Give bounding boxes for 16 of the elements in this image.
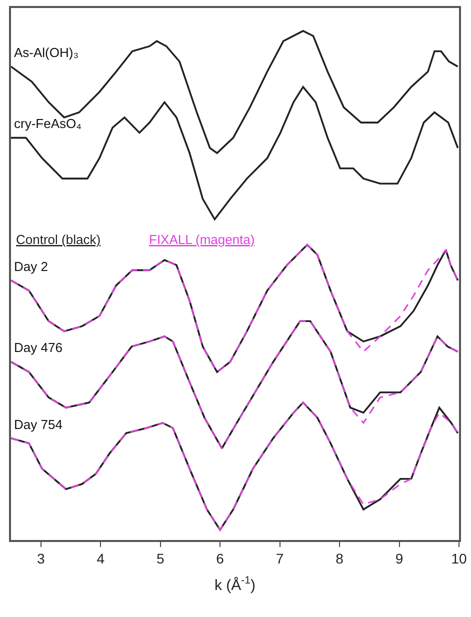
x-tick-label: 5 [156, 550, 164, 567]
series-label: Day 476 [14, 340, 62, 355]
series-label: cry-FeAsO₄ [14, 116, 82, 131]
x-tick-label: 3 [36, 550, 45, 567]
x-tick-label: 4 [96, 550, 105, 567]
x-axis-title: k (Å$^{-1}$) [214, 574, 256, 594]
x-tick-label: 7 [276, 550, 284, 567]
x-tick-label: 6 [216, 550, 224, 567]
annotation: Control (black) [16, 232, 101, 247]
series-label: Day 754 [14, 417, 62, 432]
annotation: FIXALL (magenta) [149, 232, 255, 247]
x-tick-label: 9 [395, 550, 404, 567]
series-label: Day 2 [14, 259, 48, 274]
x-tick-label: 10 [451, 550, 467, 567]
x-tick-label: 8 [336, 550, 344, 567]
series-label: As-Al(OH)₃ [14, 45, 79, 60]
